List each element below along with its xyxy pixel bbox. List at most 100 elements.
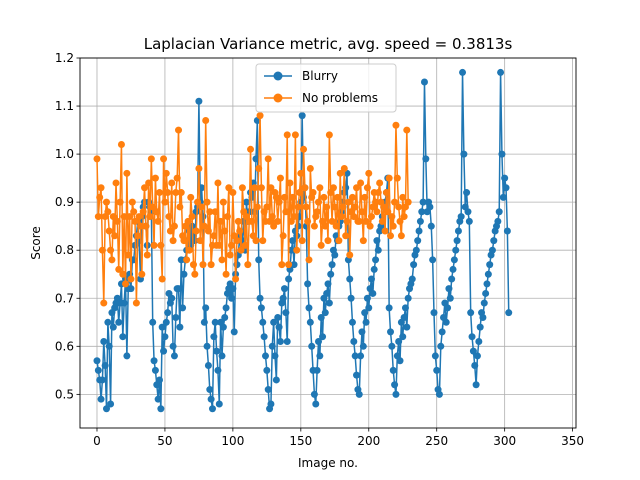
data-point xyxy=(169,237,177,245)
data-point xyxy=(122,280,130,288)
data-point xyxy=(183,256,191,264)
data-point xyxy=(214,366,222,374)
data-point xyxy=(210,333,218,341)
data-point xyxy=(141,184,149,192)
data-point xyxy=(497,68,505,76)
data-point xyxy=(363,294,371,302)
data-point xyxy=(175,126,183,134)
data-point xyxy=(399,333,407,341)
data-point xyxy=(494,217,502,225)
data-point xyxy=(372,256,380,264)
data-point xyxy=(396,217,404,225)
data-point xyxy=(124,251,132,259)
data-point xyxy=(172,313,180,321)
y-tick-label: 0.7 xyxy=(55,291,74,305)
data-point xyxy=(404,198,412,206)
data-point xyxy=(465,217,473,225)
data-point xyxy=(281,285,289,293)
data-point xyxy=(97,184,105,192)
data-point xyxy=(309,189,317,197)
data-point xyxy=(310,222,318,230)
data-point xyxy=(397,232,405,240)
series-layer xyxy=(93,68,513,413)
data-point xyxy=(317,241,325,249)
data-point xyxy=(146,213,154,221)
data-point xyxy=(132,299,140,307)
data-point xyxy=(393,174,401,182)
data-point xyxy=(270,222,278,230)
y-tick-label: 0.9 xyxy=(55,195,74,209)
data-point xyxy=(359,342,367,350)
data-point xyxy=(104,208,112,216)
data-point xyxy=(401,304,409,312)
data-point xyxy=(403,126,411,134)
data-point xyxy=(200,318,208,326)
data-point xyxy=(260,333,268,341)
data-point xyxy=(294,203,302,211)
data-point xyxy=(501,174,509,182)
data-point xyxy=(195,165,203,173)
data-point xyxy=(282,208,290,216)
data-point xyxy=(295,189,303,197)
x-tick-label: 150 xyxy=(289,434,312,448)
data-point xyxy=(166,227,174,235)
data-point xyxy=(335,237,343,245)
data-point xyxy=(176,323,184,331)
data-point xyxy=(103,405,110,413)
data-point xyxy=(180,270,188,278)
data-point xyxy=(499,193,507,201)
data-point xyxy=(367,213,375,221)
data-point xyxy=(498,150,506,158)
data-point xyxy=(107,400,115,408)
data-point xyxy=(355,390,363,398)
data-point xyxy=(168,179,176,187)
data-point xyxy=(306,165,314,173)
data-point xyxy=(196,237,204,245)
data-point xyxy=(459,68,467,76)
data-point xyxy=(324,280,332,288)
data-point xyxy=(259,318,267,326)
data-point xyxy=(93,155,101,163)
data-point xyxy=(179,304,187,312)
data-point xyxy=(431,352,439,360)
data-point xyxy=(115,265,123,273)
data-point xyxy=(111,232,119,240)
data-point xyxy=(416,217,424,225)
data-point xyxy=(208,405,216,413)
data-point xyxy=(268,213,276,221)
data-point xyxy=(376,179,384,187)
data-point xyxy=(160,347,168,355)
data-point xyxy=(353,371,361,379)
data-point xyxy=(100,338,108,346)
data-point xyxy=(448,275,456,283)
data-point xyxy=(312,400,320,408)
data-point xyxy=(355,217,363,225)
data-point xyxy=(93,357,101,365)
data-point xyxy=(116,198,124,206)
data-point xyxy=(372,198,380,206)
data-point xyxy=(445,285,453,293)
data-point xyxy=(257,184,265,192)
data-point xyxy=(264,386,272,394)
data-point xyxy=(396,357,404,365)
data-point xyxy=(468,333,476,341)
data-point xyxy=(479,313,487,321)
data-point xyxy=(202,116,210,124)
data-point xyxy=(331,203,339,211)
data-point xyxy=(143,251,151,259)
x-ticks: 0 50 100 150 200 250 300 350 xyxy=(93,428,584,448)
data-point xyxy=(373,237,381,245)
data-point xyxy=(255,256,263,264)
data-point xyxy=(332,222,340,230)
data-point xyxy=(283,131,291,139)
data-point xyxy=(290,261,298,269)
data-point xyxy=(96,193,104,201)
data-point xyxy=(157,405,165,413)
data-point xyxy=(139,208,147,216)
data-point xyxy=(358,328,366,336)
data-point xyxy=(426,203,434,211)
data-point xyxy=(120,299,128,307)
data-point xyxy=(353,184,361,192)
data-point xyxy=(400,313,408,321)
data-point xyxy=(321,222,329,230)
